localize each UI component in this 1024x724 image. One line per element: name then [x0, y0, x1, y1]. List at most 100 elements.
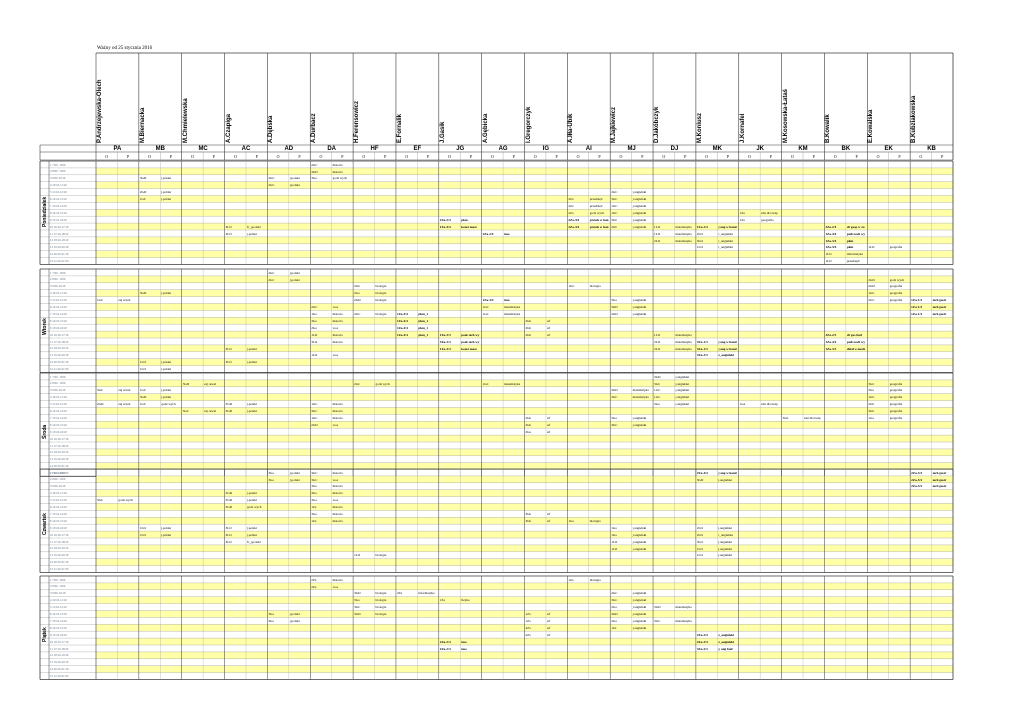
time-slot: 9 15:10-16:10 — [50, 632, 67, 637]
lesson-class: 2Za — [568, 204, 574, 208]
sub-label-o: O — [619, 153, 623, 159]
lesson-subject: biologia — [375, 591, 387, 596]
lesson-subject: biologia — [375, 605, 387, 610]
lesson-subject: j.polski — [246, 409, 257, 414]
lesson-class: 2Ga — [611, 605, 617, 610]
lesson-class: 1Za — [439, 598, 445, 603]
lesson-subject: biologia — [589, 518, 601, 523]
lesson-class: 3GD — [182, 381, 190, 386]
lesson-class: 1Za-3/3 — [439, 332, 451, 337]
lesson-subject: historia — [332, 416, 343, 420]
day-name: Piątek — [42, 627, 48, 642]
lesson-class: 1GC — [482, 305, 489, 310]
time-slot: 1 7:00 - 8:00 — [50, 470, 66, 475]
lesson-class: 1LO — [311, 332, 318, 337]
lesson-class: 3Ga — [268, 470, 274, 475]
lesson-subject: biologia — [375, 312, 387, 316]
lesson-class: 1Ga — [611, 532, 617, 537]
lesson-subject: j.angielski — [632, 422, 647, 427]
teacher-code: AC — [241, 145, 251, 152]
lesson-class: 2Za — [311, 584, 317, 589]
sub-label-o: O — [833, 153, 837, 159]
lesson-class: 3Gb — [525, 512, 532, 516]
lesson-class: 1Za-1/4 — [911, 312, 922, 316]
lesson-class: 3GD — [354, 591, 361, 596]
lesson-class: 2Za-3/4 — [911, 470, 922, 475]
sub-label-o: O — [148, 153, 151, 159]
time-slot: 3 9:00-10:10 — [50, 388, 66, 393]
lesson-class: 1LO — [139, 367, 146, 372]
lesson-class: 3GC — [611, 197, 618, 202]
lesson-class: 2Za-2/4 — [696, 632, 708, 637]
time-slot: 14 20:10-21:10 — [50, 360, 69, 365]
sub-label-o: O — [190, 153, 194, 159]
lesson-subject: historia — [332, 577, 343, 582]
sub-label-o: O — [705, 153, 709, 159]
lesson-class: 2GC — [268, 270, 275, 275]
lesson-subject: pkm_1 — [418, 312, 429, 316]
time-slot: 2 8:00 - 9:00 — [50, 169, 66, 174]
lesson-subject: geografia — [889, 291, 903, 296]
lesson-subject: j.polski — [161, 291, 172, 296]
lesson-subject: j.polski — [246, 532, 257, 537]
lesson-subject: historia — [332, 402, 343, 407]
time-slot: 5 11:10-12:10 — [50, 498, 67, 503]
lesson-subject: geografia — [889, 284, 903, 289]
lesson-class: 2LO — [654, 238, 661, 243]
time-slot: 1 7:00 - 8:00 — [50, 577, 66, 582]
lesson-class: 1GC — [311, 416, 318, 420]
lesson-class: 3GD — [611, 388, 618, 393]
lesson-class: 1Ga — [311, 312, 317, 316]
lesson-class: 2GC — [354, 381, 361, 386]
lesson-subject: pods tech wy — [846, 339, 866, 344]
time-slot: 13 19:10-20:10 — [50, 353, 69, 358]
time-slot: 5 11:10-12:10 — [50, 402, 67, 407]
teacher-name: M.Jajkiewicz — [611, 106, 618, 143]
lesson-subject: j ang w hand — [718, 470, 737, 475]
lesson-subject: matematyka — [504, 312, 521, 316]
lesson-subject: wf — [546, 625, 551, 630]
lesson-subject: biologia — [375, 612, 387, 617]
lesson-class: 2Za — [568, 210, 574, 215]
time-slot: 15 21:10-21:50 — [50, 674, 69, 679]
time-slot: 10 16:10-17:10 — [50, 224, 69, 229]
sub-label-p: P — [169, 153, 173, 159]
lesson-class: 3LO — [225, 224, 232, 229]
lesson-subject: j.polski — [289, 612, 300, 617]
lesson-subject: zaj rewal — [118, 402, 131, 407]
lesson-class: 1Ga — [568, 518, 574, 523]
time-slot: 8 14:10-15:10 — [50, 318, 67, 323]
lesson-class: 2LO — [654, 346, 661, 351]
lesson-class: 2Za-4/4 — [696, 470, 708, 475]
lesson-subject: geografia — [889, 388, 903, 393]
lesson-class: 1Za — [525, 619, 531, 623]
lesson-subject: zaj rewal — [118, 388, 131, 393]
lesson-subject: historia — [332, 518, 343, 523]
lesson-subject: wos — [332, 353, 338, 358]
lesson-class: 1Za-4/4 — [439, 224, 451, 229]
lesson-subject: geografia — [761, 217, 774, 222]
lesson-subject: j.angielski — [718, 525, 732, 530]
lesson-subject: matematyka — [675, 238, 692, 243]
lesson-class: 1Za-4/4 — [825, 231, 837, 236]
teacher-code: HF — [370, 145, 379, 152]
lesson-class: 3GD — [225, 491, 232, 496]
lesson-class: 3GD — [139, 291, 147, 296]
lesson-class: 1GC — [311, 402, 318, 407]
lesson-class: 1Za-4/4 — [825, 339, 837, 344]
lesson-class: 1GC — [611, 204, 618, 208]
time-slot: 11 17:10-18:10 — [50, 443, 69, 448]
lesson-class: 1GC — [139, 197, 147, 202]
lesson-subject: matematyka — [632, 388, 649, 393]
time-slot: 15 21:10-21:50 — [50, 259, 69, 264]
time-slot: 13 19:10-20:10 — [50, 660, 69, 665]
lesson-subject: przedsięb — [589, 197, 603, 202]
lesson-subject: geografia — [889, 381, 903, 386]
lesson-subject: j.angielski — [632, 612, 647, 617]
teacher-code: AD — [284, 145, 294, 152]
teacher-code: MJ — [627, 145, 636, 152]
lesson-subject: tech gastr — [932, 484, 947, 489]
lesson-subject: matematyka — [504, 305, 521, 310]
lesson-class: 1LO — [825, 259, 832, 264]
lesson-subject: przedsięb — [589, 204, 603, 208]
